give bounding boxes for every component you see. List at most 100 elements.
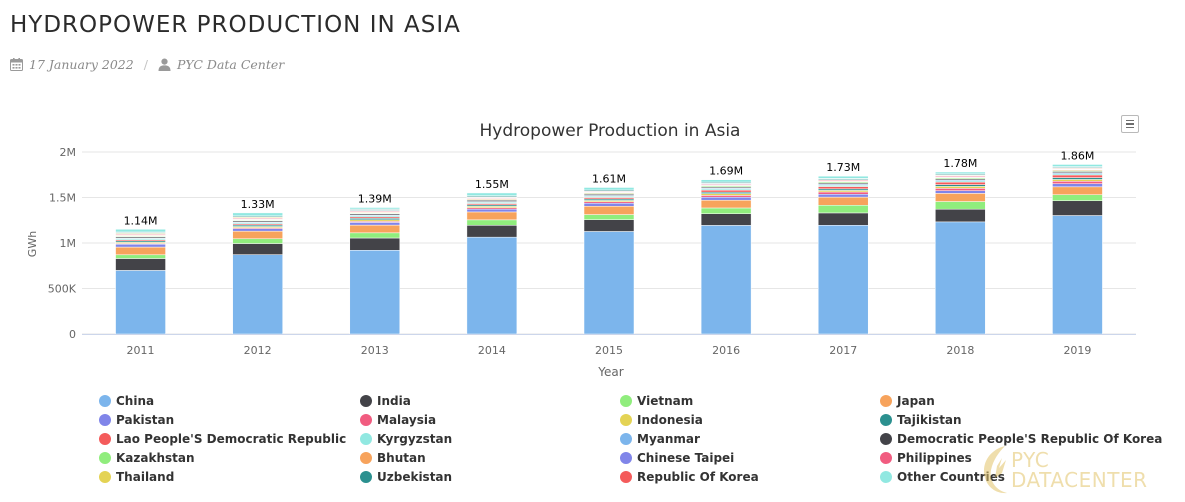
- bar-stack-2016[interactable]: [700, 179, 752, 335]
- legend-item-lao-people-s-democratic-republic[interactable]: Lao People'S Democratic Republic: [99, 432, 346, 446]
- legend-item-india[interactable]: India: [360, 394, 411, 408]
- legend-item-pakistan[interactable]: Pakistan: [99, 413, 174, 427]
- bar-segment-vietnam-2018[interactable]: [935, 201, 986, 210]
- bar-segment-lao-people-s-democratic-republic-2016[interactable]: [700, 189, 752, 193]
- bar-segment-japan-2019[interactable]: [1052, 186, 1103, 195]
- bar-segment-vietnam-2011[interactable]: [115, 254, 166, 259]
- bar-segment-tajikistan-2018[interactable]: [935, 184, 986, 187]
- bar-segment-pakistan-2013[interactable]: [349, 222, 401, 226]
- bar-segment-india-2011[interactable]: [115, 258, 166, 271]
- bar-segment-other-countries-2012[interactable]: [232, 212, 283, 217]
- bar-segment-other-countries-2011[interactable]: [115, 229, 166, 233]
- legend-item-chinese-taipei[interactable]: Chinese Taipei: [620, 451, 734, 465]
- legend-item-kazakhstan[interactable]: Kazakhstan: [99, 451, 195, 465]
- bar-segment-china-2018[interactable]: [935, 221, 986, 335]
- bar-segment-china-2019[interactable]: [1052, 215, 1103, 335]
- bar-segment-pakistan-2019[interactable]: [1052, 183, 1103, 188]
- bar-segment-india-2015[interactable]: [583, 219, 635, 232]
- bar-segment-lao-people-s-democratic-republic-2017[interactable]: [817, 186, 869, 190]
- bar-segment-pakistan-2017[interactable]: [817, 194, 869, 198]
- legend-item-uzbekistan[interactable]: Uzbekistan: [360, 470, 452, 484]
- bar-segment-vietnam-2016[interactable]: [700, 207, 752, 214]
- bar-stack-2012[interactable]: [232, 212, 283, 335]
- bar-total-label: 1.55M: [475, 178, 509, 191]
- legend-item-china[interactable]: China: [99, 394, 154, 408]
- bar-segment-lao-people-s-democratic-republic-2018[interactable]: [935, 181, 986, 185]
- bar-segment-india-2019[interactable]: [1052, 200, 1103, 216]
- bar-segment-pakistan-2015[interactable]: [583, 202, 635, 207]
- legend-item-japan[interactable]: Japan: [880, 394, 935, 408]
- legend-item-philippines[interactable]: Philippines: [880, 451, 972, 465]
- bar-segment-malaysia-2017[interactable]: [817, 191, 869, 195]
- bar-segment-japan-2015[interactable]: [583, 206, 635, 215]
- bar-segment-vietnam-2013[interactable]: [349, 232, 401, 239]
- post-author[interactable]: PYC Data Center: [176, 56, 285, 72]
- bar-stack-2017[interactable]: [817, 175, 869, 335]
- legend-item-republic-of-korea[interactable]: Republic Of Korea: [620, 470, 759, 484]
- bar-segment-japan-2012[interactable]: [232, 230, 283, 240]
- bar-segment-other-countries-2015[interactable]: [583, 187, 635, 191]
- bar-segment-vietnam-2019[interactable]: [1052, 194, 1103, 202]
- bar-segment-japan-2014[interactable]: [466, 211, 518, 221]
- bar-stack-2015[interactable]: [583, 187, 635, 335]
- bar-stack-2011[interactable]: [115, 229, 166, 335]
- bar-segment-japan-2013[interactable]: [349, 224, 401, 234]
- bar-segment-india-2016[interactable]: [700, 213, 752, 226]
- bar-segment-india-2013[interactable]: [349, 237, 401, 251]
- bar-segment-vietnam-2014[interactable]: [466, 219, 518, 226]
- bar-segment-other-countries-2017[interactable]: [817, 175, 869, 179]
- bar-segment-china-2013[interactable]: [349, 250, 401, 335]
- legend-item-myanmar[interactable]: Myanmar: [620, 432, 700, 446]
- legend-item-bhutan[interactable]: Bhutan: [360, 451, 426, 465]
- bar-segment-other-countries-2016[interactable]: [700, 179, 752, 183]
- bar-segment-indonesia-2018[interactable]: [935, 186, 986, 189]
- legend-item-other-countries[interactable]: Other Countries: [880, 470, 1005, 484]
- bar-segment-malaysia-2016[interactable]: [700, 195, 752, 198]
- bar-segment-malaysia-2018[interactable]: [935, 188, 986, 191]
- bar-segment-china-2012[interactable]: [232, 254, 283, 335]
- bar-segment-pakistan-2011[interactable]: [115, 243, 166, 248]
- legend-item-tajikistan[interactable]: Tajikistan: [880, 413, 962, 427]
- bar-segment-pakistan-2012[interactable]: [232, 228, 283, 232]
- bar-segment-vietnam-2017[interactable]: [817, 205, 869, 214]
- legend-item-thailand[interactable]: Thailand: [99, 470, 174, 484]
- bar-stack-2018[interactable]: [935, 171, 986, 335]
- legend-item-kyrgyzstan[interactable]: Kyrgyzstan: [360, 432, 452, 446]
- legend-label: Philippines: [897, 451, 972, 465]
- bar-segment-other-countries-2014[interactable]: [466, 192, 518, 197]
- bar-segment-japan-2017[interactable]: [817, 196, 869, 206]
- bar-stack-2014[interactable]: [466, 192, 518, 335]
- bar-segment-china-2016[interactable]: [700, 225, 752, 335]
- bar-segment-japan-2011[interactable]: [115, 246, 166, 256]
- legend-item-vietnam[interactable]: Vietnam: [620, 394, 693, 408]
- bar-segment-pakistan-2016[interactable]: [700, 196, 752, 201]
- bar-segment-china-2017[interactable]: [817, 225, 869, 335]
- bar-segment-malaysia-2019[interactable]: [1052, 181, 1103, 184]
- bar-segment-tajikistan-2019[interactable]: [1052, 177, 1103, 180]
- bar-segment-other-countries-2013[interactable]: [349, 207, 401, 210]
- bar-segment-china-2014[interactable]: [466, 236, 518, 335]
- bar-segment-china-2011[interactable]: [115, 270, 166, 335]
- bar-segment-indonesia-2016[interactable]: [700, 193, 752, 196]
- bar-segment-other-countries-2019[interactable]: [1052, 164, 1103, 167]
- bar-stack-2019[interactable]: [1052, 164, 1103, 335]
- bar-segment-india-2014[interactable]: [466, 225, 518, 238]
- bar-stack-2013[interactable]: [349, 207, 401, 335]
- bar-segment-vietnam-2015[interactable]: [583, 214, 635, 220]
- bar-segment-pakistan-2018[interactable]: [935, 190, 986, 194]
- legend-item-malaysia[interactable]: Malaysia: [360, 413, 436, 427]
- bar-segment-lao-people-s-democratic-republic-2019[interactable]: [1052, 174, 1103, 178]
- chart-menu-button[interactable]: [1121, 115, 1139, 133]
- bar-segment-pakistan-2014[interactable]: [466, 208, 518, 213]
- bar-segment-india-2018[interactable]: [935, 208, 986, 223]
- bar-segment-japan-2016[interactable]: [700, 199, 752, 209]
- bar-segment-india-2017[interactable]: [817, 212, 869, 226]
- bar-segment-indonesia-2019[interactable]: [1052, 179, 1103, 182]
- legend-item-democratic-people-s-republic-of-korea[interactable]: Democratic People'S Republic Of Korea: [880, 432, 1162, 446]
- bar-segment-japan-2018[interactable]: [935, 193, 986, 202]
- bar-segment-india-2012[interactable]: [232, 243, 283, 255]
- legend-item-indonesia[interactable]: Indonesia: [620, 413, 703, 427]
- bar-segment-vietnam-2012[interactable]: [232, 238, 283, 244]
- bar-segment-china-2015[interactable]: [583, 231, 635, 335]
- bar-segment-other-countries-2018[interactable]: [935, 171, 986, 175]
